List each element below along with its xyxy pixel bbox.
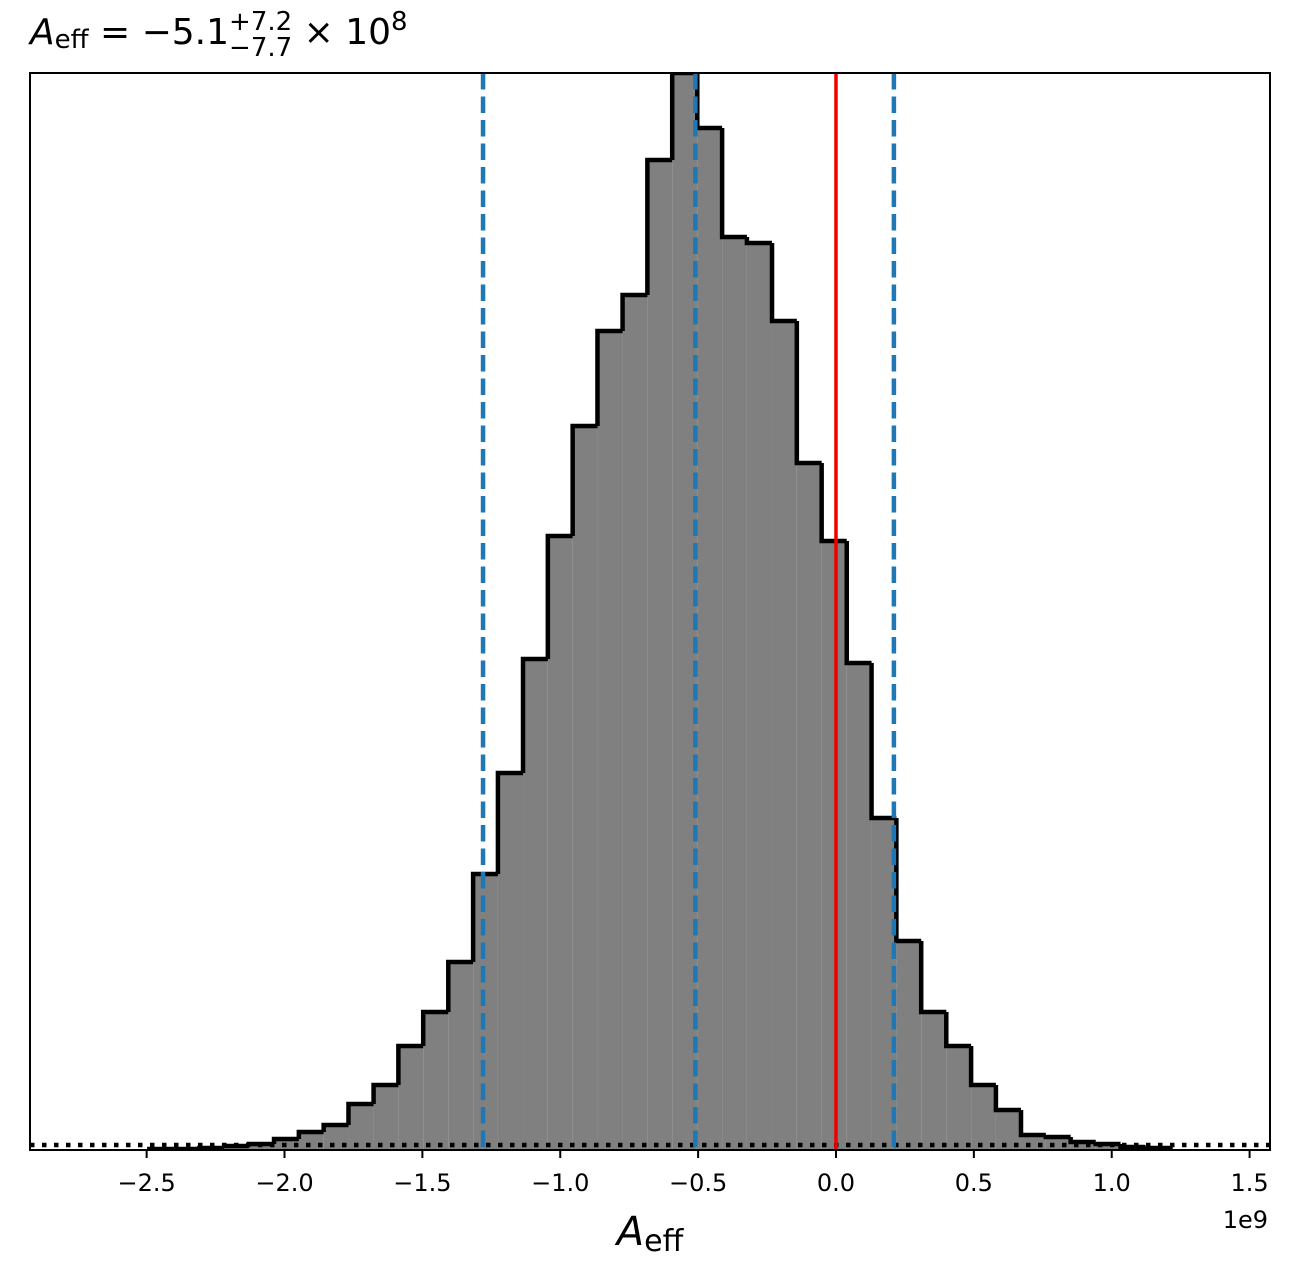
histogram-bar <box>497 773 524 1150</box>
histogram-outline <box>470 871 498 962</box>
text-part: × 10 <box>292 12 391 53</box>
histogram-outline <box>968 1046 996 1088</box>
histogram-outline <box>321 1122 349 1132</box>
plot-area <box>30 73 1270 1150</box>
histogram-outline <box>271 1136 299 1144</box>
histogram-bar <box>348 1104 374 1150</box>
histogram-bar <box>473 874 498 1150</box>
text-part: 8 <box>391 7 408 37</box>
histogram-bar <box>896 941 922 1150</box>
histogram-outline <box>620 292 648 331</box>
histogram-outline <box>495 770 524 874</box>
x-axis-label: Aeff <box>614 1209 685 1259</box>
histogram-outline <box>595 328 623 426</box>
histogram-bar <box>921 1012 947 1150</box>
x-tick-label: −2.0 <box>255 1169 313 1197</box>
histogram-outline <box>446 959 474 1012</box>
histogram-bar <box>946 1046 972 1150</box>
plot-frame <box>29 72 1271 1151</box>
histogram-outline <box>645 157 673 295</box>
histogram-outline <box>197 1145 225 1150</box>
histogram-outline <box>769 243 797 324</box>
histogram-outline <box>1043 1134 1071 1140</box>
histogram-outline <box>1068 1137 1096 1145</box>
histogram-outline <box>794 321 822 466</box>
histogram-outline <box>993 1085 1022 1113</box>
text-part: +7.2 <box>229 7 292 37</box>
x-tick-label: −1.0 <box>531 1169 589 1197</box>
histogram-outline <box>570 423 598 536</box>
histogram-outline <box>669 73 698 160</box>
histogram-bar <box>547 536 573 1150</box>
histogram-outline <box>371 1082 399 1104</box>
histogram-bar <box>572 426 598 1150</box>
x-tick-label: 1.0 <box>1093 1169 1131 1197</box>
x-tick-label: −0.5 <box>669 1169 727 1197</box>
histogram-outline <box>918 941 947 1015</box>
histogram-bar <box>523 659 548 1150</box>
text-part: A <box>28 12 55 53</box>
histogram-bar <box>821 541 847 1150</box>
histogram-outline <box>545 533 573 659</box>
histogram-bar <box>971 1085 996 1150</box>
chart-title: Aeff = −5.1+7.2 −7.7 × 108 <box>28 7 408 63</box>
histogram-bar <box>697 128 723 1150</box>
histogram-bar <box>772 321 797 1150</box>
histogram-outline <box>296 1129 324 1139</box>
histogram-bar <box>796 463 822 1150</box>
text-part: eff <box>644 1224 684 1259</box>
histogram-bar <box>746 243 773 1150</box>
histogram-bar <box>846 663 872 1150</box>
histogram-bar <box>373 1085 399 1150</box>
text-part: A <box>614 1209 644 1255</box>
histogram-outline <box>346 1101 374 1125</box>
x-tick-label: −2.5 <box>117 1169 175 1197</box>
x-tick-label: 0.5 <box>955 1169 993 1197</box>
x-tick-label: −1.5 <box>393 1169 451 1197</box>
histogram-bar <box>647 160 673 1150</box>
histogram-outline <box>695 73 723 131</box>
histogram-outline <box>396 1043 424 1085</box>
histogram-outline <box>944 1012 972 1049</box>
histogram-outline <box>719 128 747 240</box>
histogram-outline <box>869 663 897 821</box>
histogram-bar <box>622 295 648 1150</box>
x-offset-label: 1e9 <box>1223 1206 1268 1234</box>
histogram-bar <box>597 331 623 1150</box>
text-part: −7.7 <box>229 33 292 63</box>
histogram-bar <box>423 1012 449 1150</box>
histogram-bar <box>722 237 747 1150</box>
histogram-outline <box>844 541 872 666</box>
histogram-outline <box>1018 1110 1046 1138</box>
histogram-bar <box>1070 1142 1096 1150</box>
text-part: = −5.1 <box>89 12 229 53</box>
x-tick-label: 0.0 <box>817 1169 855 1197</box>
histogram-bar <box>1095 1144 1121 1150</box>
x-tick-label: 1.5 <box>1231 1169 1269 1197</box>
histogram-bar <box>448 962 474 1150</box>
histogram-bar <box>672 73 698 1150</box>
histogram-bar <box>398 1046 424 1150</box>
histogram-outline <box>819 463 847 544</box>
histogram-outline <box>744 237 773 246</box>
histogram-outline <box>894 818 922 944</box>
histogram-outline <box>520 656 548 773</box>
text-part: eff <box>55 25 90 55</box>
histogram-bar <box>871 818 897 1150</box>
histogram-outline <box>420 1009 449 1046</box>
histogram-bar <box>298 1132 324 1150</box>
